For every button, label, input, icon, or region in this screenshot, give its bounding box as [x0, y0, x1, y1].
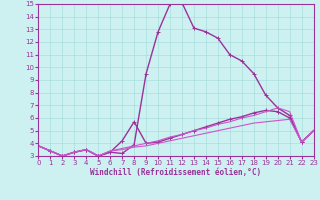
X-axis label: Windchill (Refroidissement éolien,°C): Windchill (Refroidissement éolien,°C) [91, 168, 261, 177]
